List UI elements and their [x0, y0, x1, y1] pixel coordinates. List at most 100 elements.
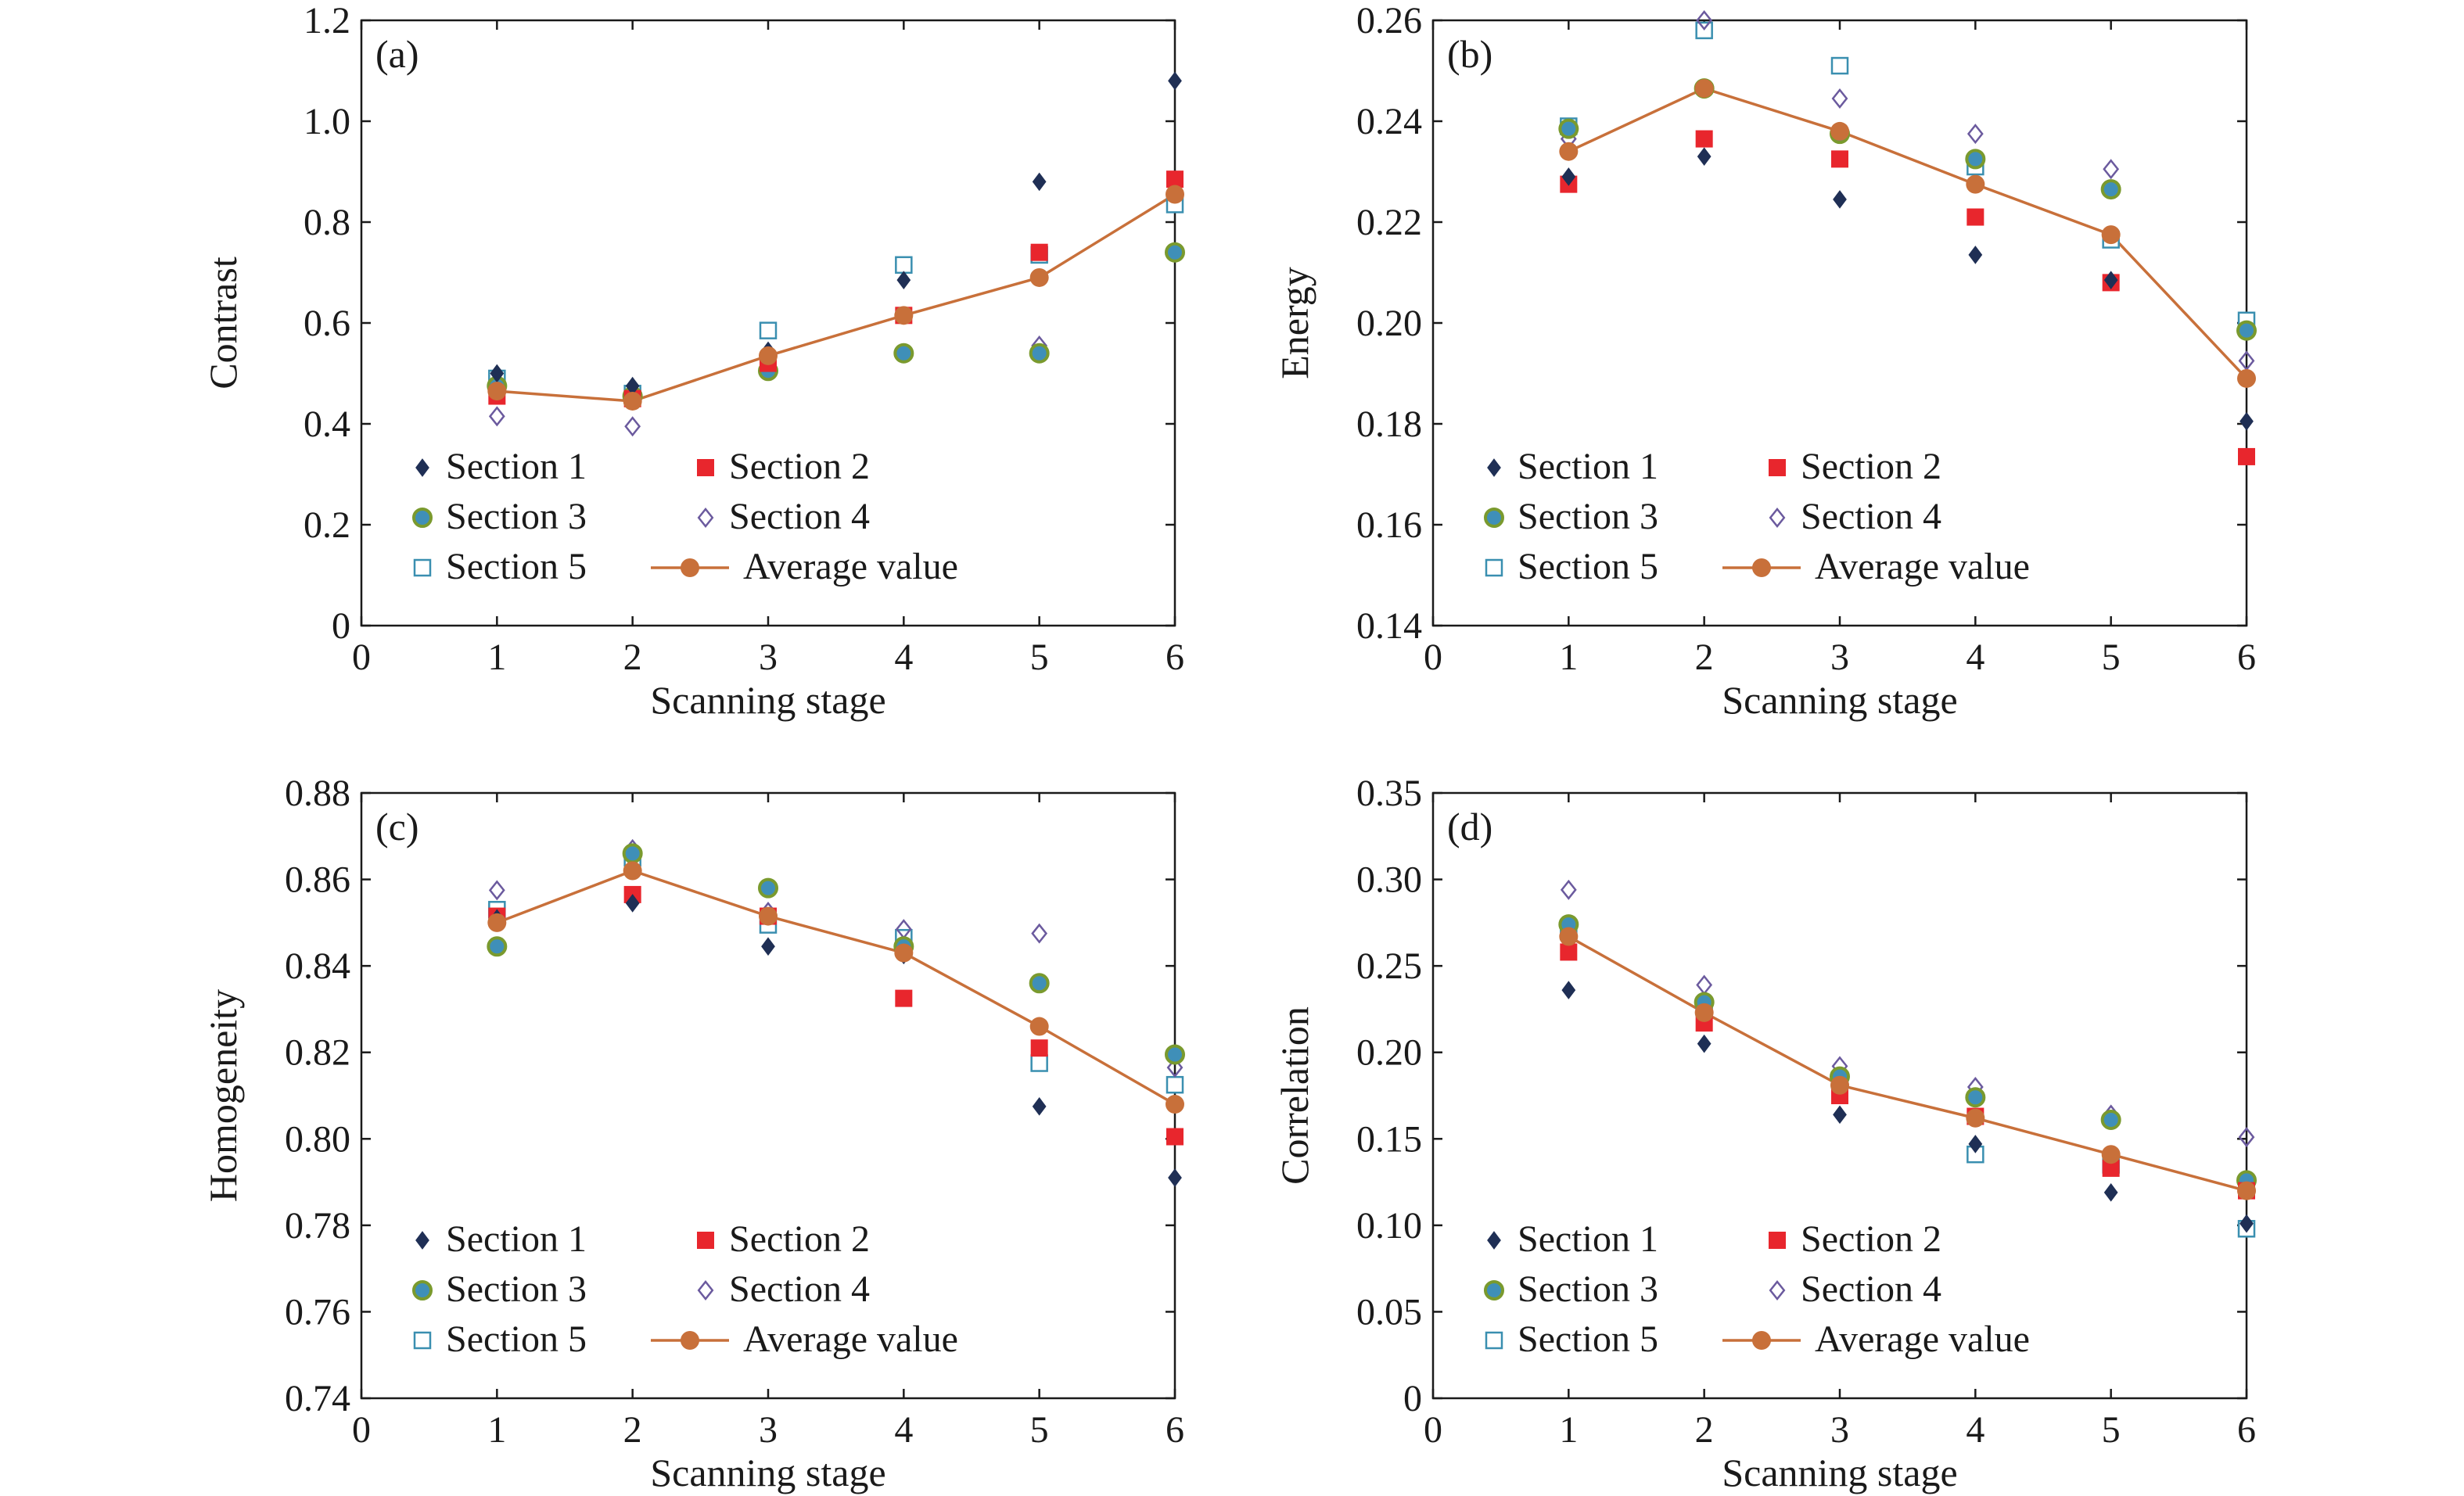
section2-point	[1166, 170, 1184, 188]
average-point	[1166, 1095, 1184, 1114]
y-tick-label: 0.20	[1356, 1032, 1422, 1074]
x-tick-label: 2	[623, 1409, 642, 1451]
x-tick-label: 0	[1424, 637, 1442, 678]
average-point	[623, 391, 642, 411]
x-tick-label: 1	[1559, 637, 1578, 678]
x-tick-label: 4	[894, 1409, 913, 1451]
y-tick-label: 0.30	[1356, 859, 1422, 901]
y-tick-label: 0.35	[1356, 773, 1422, 814]
section1-point	[2240, 411, 2254, 431]
legend-label-section5: Section 5	[446, 546, 587, 587]
x-axis-label: Scanning stage	[1722, 678, 1957, 722]
average-point	[894, 306, 914, 325]
legend-label-section2: Section 2	[1801, 446, 1941, 487]
y-tick-label: 0.4	[304, 404, 350, 445]
section4-point	[488, 406, 505, 427]
x-tick-label: 3	[1830, 1409, 1849, 1451]
section1-point	[761, 937, 775, 956]
legend-marker-average	[1752, 1331, 1771, 1350]
average-point	[894, 943, 914, 963]
series-average	[487, 861, 1184, 1114]
average-point	[2101, 1145, 2121, 1164]
section5-point	[759, 321, 778, 339]
average-line	[496, 869, 1176, 1106]
y-tick-label: 0.86	[285, 859, 350, 901]
y-tick-label: 0.14	[1356, 605, 1422, 647]
average-point	[759, 346, 778, 365]
x-tick-label: 1	[487, 637, 506, 678]
y-tick-label: 0.80	[285, 1118, 350, 1160]
y-tick-label: 0.05	[1356, 1291, 1422, 1333]
legend-marker-average	[681, 1331, 699, 1350]
section1-point	[896, 271, 911, 290]
average-line	[497, 193, 1176, 403]
y-tick-label: 0.84	[285, 945, 350, 987]
legend-marker-section5	[413, 1331, 432, 1350]
chart-panel-2: 0 1 2 3 4 5 6 0.14 0.16 0.18 0.20 0.22 0.24 0.26 Scann…	[1273, 0, 2257, 722]
y-tick-label: 0.8	[304, 202, 350, 243]
y-tick-label: 0.26	[1356, 0, 1422, 41]
section1-point	[1833, 1105, 1847, 1125]
legend-label-section4: Section 4	[729, 1268, 870, 1310]
y-tick-label: 1.0	[304, 101, 350, 142]
section1-point	[1697, 147, 1712, 166]
average-point	[1966, 174, 1985, 194]
section5-point	[1030, 1054, 1048, 1072]
legend-label-section1: Section 1	[446, 446, 587, 487]
legend-label-section5: Section 5	[1518, 1318, 1658, 1360]
legend-marker-section1	[1487, 1231, 1501, 1250]
x-tick-label: 4	[894, 637, 913, 678]
legend-label-average: Average value	[1815, 1318, 2030, 1360]
average-point	[2237, 1181, 2256, 1200]
panel-label: (a)	[375, 32, 419, 76]
x-tick-label: 6	[1166, 1409, 1184, 1451]
section3-point	[1965, 149, 1986, 170]
y-axis-label: Homogeneity	[201, 989, 245, 1202]
legend-marker-section2	[697, 459, 714, 476]
section4-point	[1831, 88, 1848, 109]
x-tick-label: 5	[2102, 637, 2121, 678]
legend-marker-section2	[1769, 459, 1786, 476]
y-tick-label: 1.2	[304, 0, 350, 41]
panel-label: (b)	[1447, 32, 1492, 76]
average-point	[1559, 927, 1579, 946]
legend-marker-average	[681, 558, 699, 577]
legend-label-section3: Section 3	[446, 1268, 587, 1310]
section1-point	[2103, 271, 2118, 290]
legend-label-section4: Section 4	[729, 496, 870, 537]
y-tick-label: 0.88	[285, 773, 350, 814]
legend-marker-section3	[1484, 508, 1504, 528]
average-point	[2237, 368, 2256, 388]
legend-label-section5: Section 5	[446, 1318, 587, 1360]
section3-point	[2100, 1109, 2121, 1130]
section3-point	[893, 343, 914, 364]
section2-point	[1166, 1128, 1184, 1146]
x-tick-label: 0	[1424, 1409, 1442, 1451]
x-tick-label: 0	[352, 1409, 371, 1451]
legend-marker-section4	[1769, 1279, 1786, 1301]
y-tick-label: 0.82	[285, 1032, 350, 1074]
section3-point	[487, 936, 508, 957]
legend-marker-section5	[1485, 1331, 1503, 1350]
section1-point	[1168, 1168, 1182, 1187]
legend-marker-section5	[413, 558, 432, 577]
legend: Section 1 Section 2 Section 3 Section 4 Sect…	[412, 446, 958, 587]
legend-marker-section1	[415, 458, 429, 477]
y-axis-label: Correlation	[1273, 1006, 1316, 1185]
y-tick-label: 0.15	[1356, 1118, 1422, 1160]
x-tick-label: 6	[2237, 637, 2256, 678]
section4-point	[1031, 923, 1048, 944]
average-point	[1966, 1108, 1985, 1128]
x-tick-label: 5	[2102, 1409, 2121, 1451]
y-tick-label: 0.2	[304, 504, 350, 546]
section1-point	[2240, 1214, 2254, 1233]
y-tick-label: 0	[1403, 1378, 1422, 1419]
chart-panel-3: 0 1 2 3 4 5 6 0.74 0.76 0.78 0.80 0.82 0.84 0.86 0.88 S…	[201, 773, 1185, 1494]
section2-point	[1695, 130, 1713, 148]
series-section2	[488, 885, 1184, 1146]
average-point	[1029, 267, 1049, 287]
series-section2	[1560, 943, 2255, 1200]
x-axis-label: Scanning stage	[650, 1451, 885, 1494]
x-tick-label: 5	[1030, 1409, 1049, 1451]
series-section3	[487, 843, 1185, 1065]
